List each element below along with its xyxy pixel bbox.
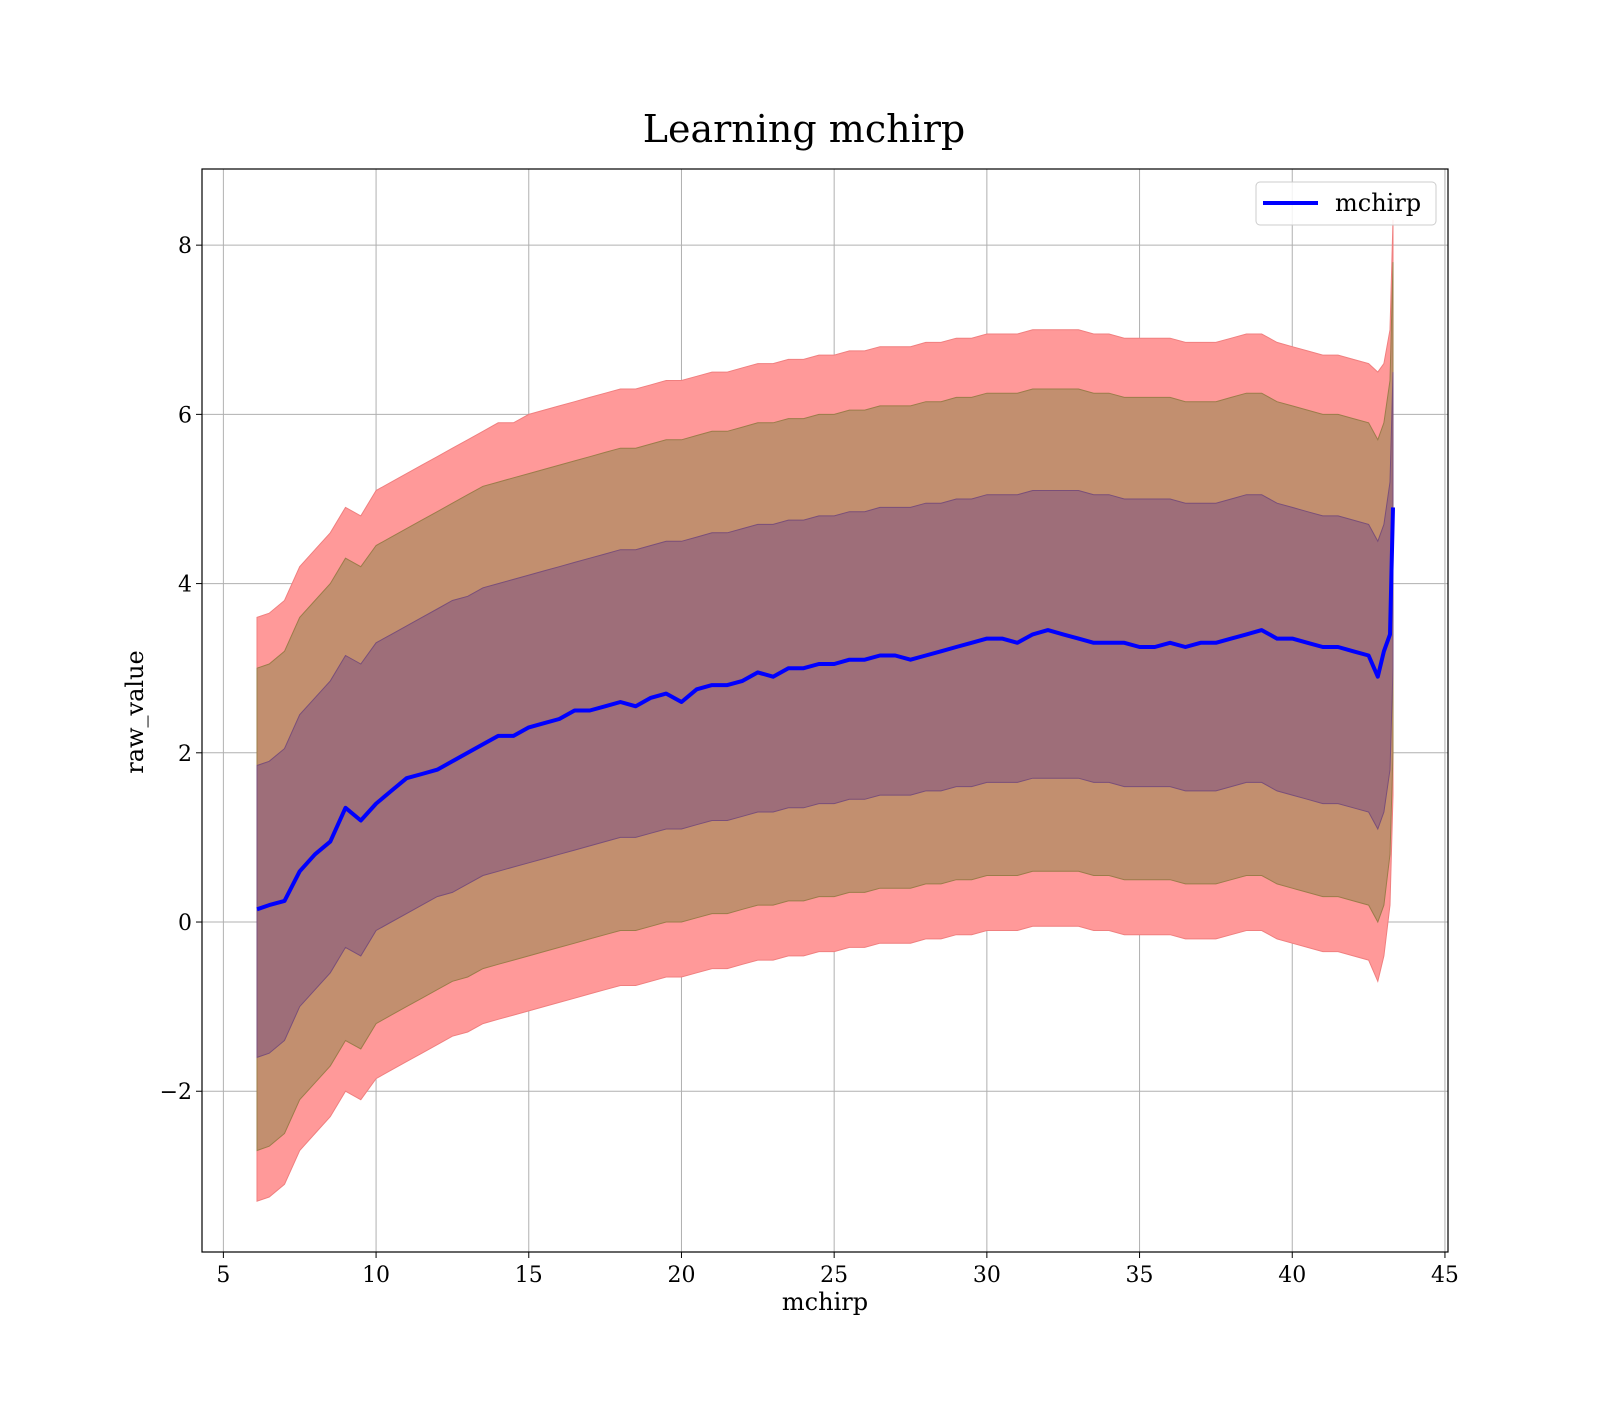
x-tick-label: 40: [1278, 1263, 1306, 1288]
x-tick-label: 5: [216, 1263, 230, 1288]
y-tick-label: 8: [178, 234, 192, 259]
y-tick-label: −2: [160, 1080, 192, 1105]
x-axis-ticks: 5 10 15 20 25 30 35 40 45: [216, 1252, 1459, 1288]
chart-title: Learning mchirp: [643, 107, 965, 151]
x-tick-label: 25: [820, 1263, 848, 1288]
y-axis-label: raw_value: [121, 650, 149, 774]
y-tick-label: 2: [178, 742, 192, 767]
confidence-bands: [256, 219, 1394, 1202]
band-1sigma: [256, 372, 1394, 1059]
y-tick-label: 4: [178, 573, 192, 598]
x-tick-label: 35: [1126, 1263, 1154, 1288]
y-tick-label: 0: [178, 911, 192, 936]
series-line-mchirp: [256, 507, 1395, 912]
legend-label: mchirp: [1335, 189, 1421, 217]
series-lines: [256, 507, 1395, 912]
x-tick-label: 30: [973, 1263, 1001, 1288]
y-tick-label: 6: [178, 403, 192, 428]
y-axis-ticks: −2 0 2 4 6 8: [160, 234, 202, 1105]
x-tick-label: 20: [667, 1263, 695, 1288]
legend-box: [1255, 181, 1437, 226]
x-axis-label: mchirp: [782, 1288, 868, 1316]
plot-frame: [201, 168, 1449, 1253]
x-tick-label: 10: [362, 1263, 390, 1288]
x-tick-label: 45: [1431, 1263, 1459, 1288]
x-tick-label: 15: [515, 1263, 543, 1288]
legend: mchirp: [1255, 181, 1437, 226]
